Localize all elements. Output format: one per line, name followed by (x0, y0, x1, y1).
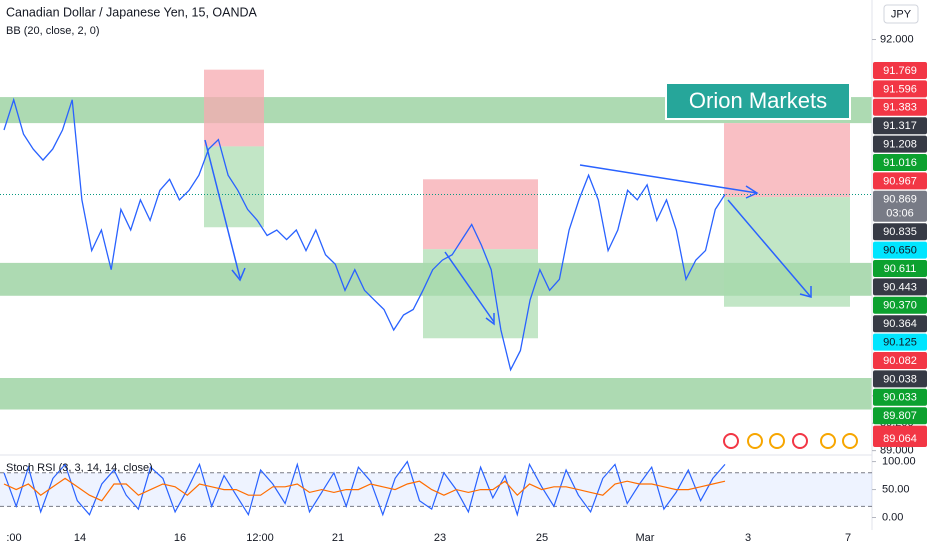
price-line (3, 97, 726, 372)
oscillator-title: Stoch RSI (3, 3, 14, 14, close) (6, 462, 153, 474)
currency-box[interactable] (883, 4, 919, 24)
price-badge (873, 172, 927, 190)
target-box (423, 249, 538, 339)
currency[interactable]: JPY (891, 8, 912, 20)
price-badge-label: 90.125 (883, 337, 917, 349)
x-tick-label: 14 (74, 532, 86, 544)
event-icon (769, 433, 785, 449)
price-badge (873, 190, 927, 222)
price-badge-label: 91.016 (883, 157, 917, 169)
price-badge-label: 90.443 (883, 281, 917, 293)
trend-line (579, 164, 758, 194)
arrow (204, 139, 241, 279)
oscillator-pane (0, 460, 872, 517)
price-badge (873, 62, 927, 79)
x-tick-label: 16 (174, 532, 186, 544)
arrow-head (799, 286, 812, 298)
x-tick-label: Mar (636, 532, 655, 544)
event-icon (792, 433, 808, 449)
y-tick-label: 92.000 (880, 33, 914, 45)
price-badge-label: 90.038 (883, 373, 917, 385)
x-tick-label: 3 (745, 532, 751, 544)
price-badge-label: 91.383 (883, 102, 917, 114)
price-axis: 92.00089.40089.20089.00091.76991.59691.3… (872, 33, 927, 523)
arrow (444, 251, 495, 323)
price-badge-label: 90.835 (883, 226, 917, 238)
chart-title: Canadian Dollar / Japanese Yen, 15, OAND… (6, 5, 258, 19)
stop-box (724, 123, 850, 198)
price-badge-label: 90.082 (883, 355, 917, 367)
price-badge (873, 98, 927, 116)
event-icons (723, 433, 858, 449)
y-tick-label: 100.00 (882, 455, 916, 467)
price-badge-label: 90.967 (883, 175, 917, 187)
arrow-head (485, 313, 495, 326)
price-badge (873, 430, 927, 447)
price-badge (873, 117, 927, 135)
price-badge (873, 315, 927, 333)
price-badge (873, 333, 927, 351)
price-badge (873, 370, 927, 388)
price-badge (873, 154, 927, 171)
event-icon (820, 433, 836, 449)
countdown: 03:06 (886, 208, 914, 220)
y-tick-label: 0.00 (882, 511, 903, 523)
oscillator-line (3, 477, 726, 502)
x-tick-label: 25 (536, 532, 548, 544)
logo-box (665, 82, 851, 120)
x-tick-label: 7 (845, 532, 851, 544)
y-tick-label: 89.000 (880, 445, 914, 457)
event-icon (723, 433, 739, 449)
price-badge-label: 90.869 (883, 194, 917, 206)
price-badge (873, 135, 927, 153)
price-badge-label: 91.596 (883, 83, 917, 95)
price-badge (873, 241, 927, 259)
drawings (204, 139, 812, 326)
oscillator-band (0, 472, 872, 507)
stop-box (423, 179, 538, 250)
price-badge (873, 407, 927, 425)
x-tick-label: 12:00 (246, 532, 274, 544)
target-box (724, 197, 850, 307)
price-badge-label: 90.033 (883, 392, 917, 404)
stop-box (204, 69, 264, 147)
price-badge-label: 90.611 (884, 263, 917, 275)
event-icon (747, 433, 763, 449)
arrow-head (231, 267, 246, 282)
price-badge-label: 89.807 (883, 410, 917, 422)
price-badge-label: 90.370 (883, 300, 917, 312)
x-tick-label: :00 (6, 532, 21, 544)
time-axis: :00 14 16 12:00 21 23 25 Mar 3 7 (6, 532, 851, 544)
price-badge (873, 388, 927, 406)
price-badge-label: 90.650 (883, 245, 917, 257)
price-badge (873, 80, 927, 98)
price-badge (873, 223, 927, 241)
price-badge-label: 91.769 (883, 65, 917, 77)
logo: Orion Markets (689, 88, 827, 113)
arrow (727, 199, 811, 297)
arrow-head (745, 185, 759, 199)
price-badge (873, 278, 927, 296)
price-badge (873, 260, 927, 277)
price-badge-label: 91.317 (883, 120, 917, 132)
target-box (204, 146, 264, 228)
event-icon (842, 433, 858, 449)
zone (0, 378, 872, 410)
price-badge (873, 352, 927, 369)
price-badge-label: 90.364 (883, 318, 917, 330)
y-tick-label: 50.00 (882, 483, 910, 495)
price-badge-label: 89.064 (883, 433, 917, 445)
x-tick-label: 21 (332, 532, 344, 544)
price-badge (873, 296, 927, 314)
price-badge-label: 91.208 (883, 139, 917, 151)
oscillator-line (3, 460, 726, 517)
x-tick-label: 23 (434, 532, 446, 544)
indicator-label: BB (20, close, 2, 0) (6, 25, 100, 37)
price-pane (3, 97, 726, 372)
